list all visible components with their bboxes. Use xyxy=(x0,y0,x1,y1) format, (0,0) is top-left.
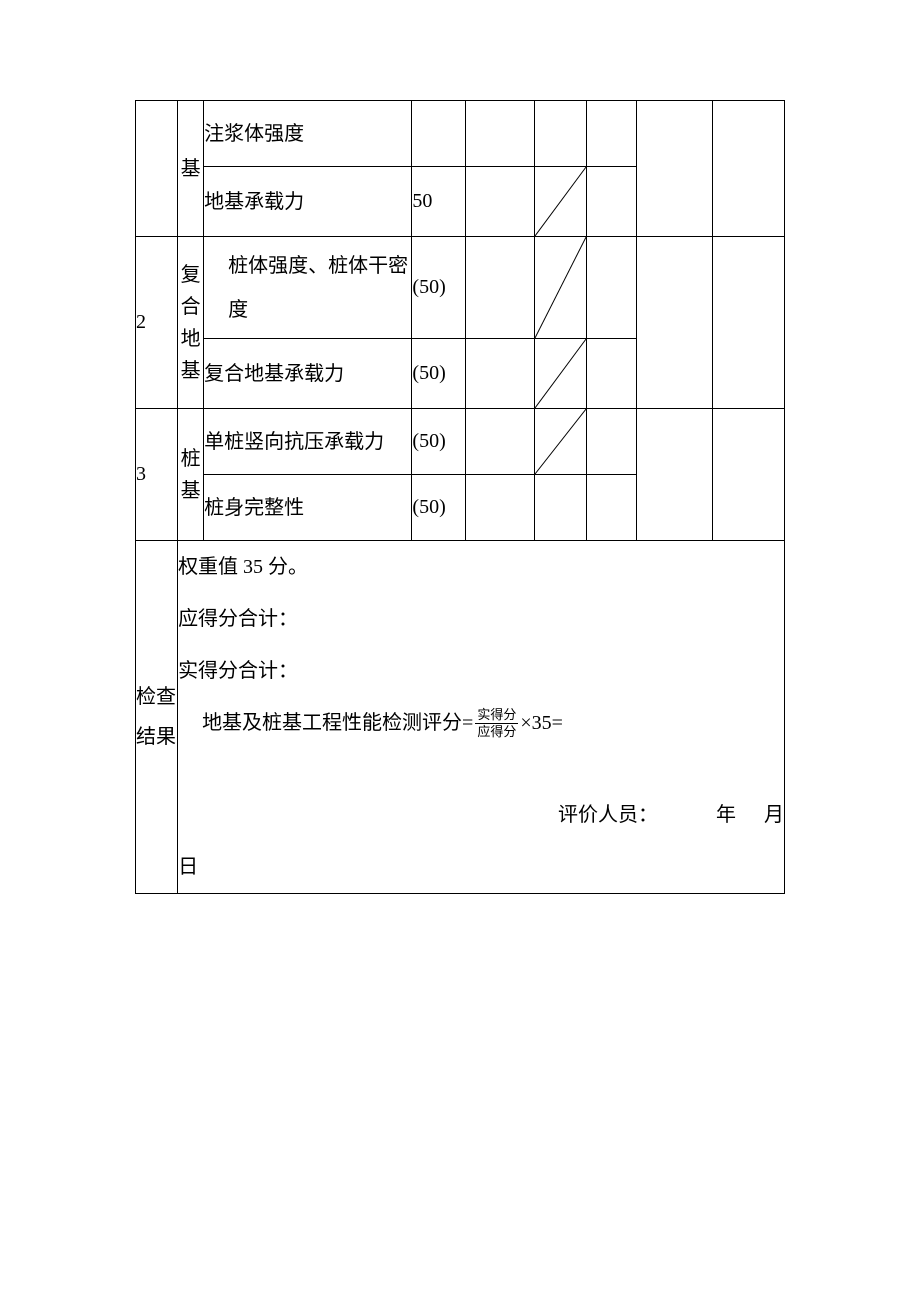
empty-cell xyxy=(586,167,636,237)
diagonal-cell xyxy=(534,409,586,475)
empty-cell xyxy=(586,409,636,475)
category-cell: 复合地基 xyxy=(178,237,204,409)
formula-line: 地基及桩基工程性能检测评分= 实得分 应得分 ×35= xyxy=(178,697,784,749)
item-cell: 地基承载力 xyxy=(204,167,412,237)
empty-cell xyxy=(636,237,712,409)
empty-cell xyxy=(534,475,586,541)
fraction-numerator: 实得分 xyxy=(475,707,518,724)
empty-cell xyxy=(466,237,534,339)
score-cell: (50) xyxy=(412,475,466,541)
empty-cell xyxy=(636,409,712,541)
item-cell: 单桩竖向抗压承载力 xyxy=(204,409,412,475)
signature-line: 评价人员： 年 月 xyxy=(178,789,784,841)
empty-cell xyxy=(712,409,784,541)
fraction: 实得分 应得分 xyxy=(475,707,518,739)
score-cell: 50 xyxy=(412,167,466,237)
item-cell: 桩身完整性 xyxy=(204,475,412,541)
month-label: 月 xyxy=(764,804,784,826)
fraction-denominator: 应得分 xyxy=(475,724,518,740)
row-number xyxy=(136,101,178,237)
row-number: 3 xyxy=(136,409,178,541)
empty-cell xyxy=(586,339,636,409)
result-row: 检查结果 权重值 35 分。 应得分合计： 实得分合计： 地基及桩基工程性能检测… xyxy=(136,541,785,894)
weight-text: 权重值 35 分。 xyxy=(178,541,784,593)
empty-cell xyxy=(466,409,534,475)
category-cell: 基 xyxy=(178,101,204,237)
empty-cell xyxy=(586,101,636,167)
diagonal-line-icon xyxy=(535,409,586,474)
empty-cell xyxy=(466,101,534,167)
formula-prefix: 地基及桩基工程性能检测评分= xyxy=(202,697,473,749)
evaluator-label: 评价人员： xyxy=(558,804,658,826)
actual-score-text: 实得分合计： xyxy=(178,645,784,697)
row-number: 2 xyxy=(136,237,178,409)
diagonal-cell xyxy=(534,237,586,339)
evaluation-table: 基 注浆体强度 地基承载力 50 2 复合地基 桩体强度、桩体干密度 xyxy=(135,100,785,894)
item-cell: 桩体强度、桩体干密度 xyxy=(204,237,412,339)
should-score-text: 应得分合计： xyxy=(178,593,784,645)
diagonal-line-icon xyxy=(535,237,586,338)
diagonal-cell xyxy=(534,167,586,237)
score-cell xyxy=(412,101,466,167)
formula-suffix: ×35= xyxy=(520,697,563,749)
result-content-cell: 权重值 35 分。 应得分合计： 实得分合计： 地基及桩基工程性能检测评分= 实… xyxy=(178,541,785,894)
empty-cell xyxy=(712,101,784,237)
empty-cell xyxy=(586,475,636,541)
table-row: 3 桩基 单桩竖向抗压承载力 (50) xyxy=(136,409,785,475)
empty-cell xyxy=(534,101,586,167)
table-row: 基 注浆体强度 xyxy=(136,101,785,167)
result-label-cell: 检查结果 xyxy=(136,541,178,894)
empty-cell xyxy=(466,475,534,541)
empty-cell xyxy=(636,101,712,237)
category-cell: 桩基 xyxy=(178,409,204,541)
score-cell: (50) xyxy=(412,339,466,409)
diagonal-line-icon xyxy=(535,339,586,408)
year-label: 年 xyxy=(716,804,736,826)
empty-cell xyxy=(466,167,534,237)
table-row: 2 复合地基 桩体强度、桩体干密度 (50) xyxy=(136,237,785,339)
empty-cell xyxy=(712,237,784,409)
score-cell: (50) xyxy=(412,409,466,475)
diagonal-cell xyxy=(534,339,586,409)
item-cell: 复合地基承载力 xyxy=(204,339,412,409)
diagonal-line-icon xyxy=(535,167,586,236)
day-label: 日 xyxy=(178,841,784,893)
item-cell: 注浆体强度 xyxy=(204,101,412,167)
empty-cell xyxy=(586,237,636,339)
score-cell: (50) xyxy=(412,237,466,339)
empty-cell xyxy=(466,339,534,409)
